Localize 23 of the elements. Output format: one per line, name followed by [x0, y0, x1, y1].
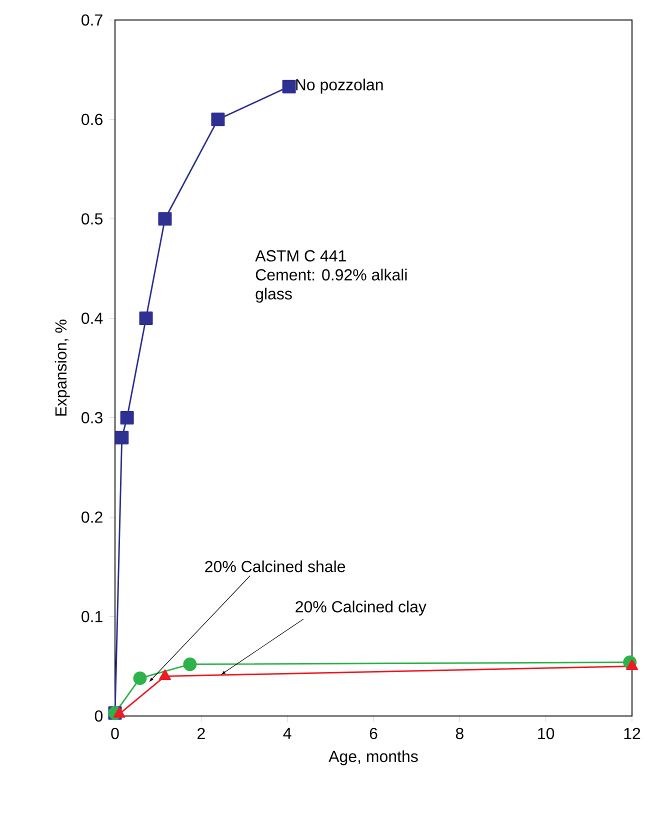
y-tick-label: 0.5 [82, 213, 102, 225]
y-tick-label: 0.2 [82, 511, 102, 523]
y-tick-label: 0 [94, 710, 103, 722]
y-tick-label: 0.1 [82, 610, 102, 622]
x-tick-label: 10 [538, 728, 554, 740]
x-tick-label: 2 [198, 728, 205, 740]
text: 20% Calcined shale [205, 560, 346, 572]
y-tick-label: 0.6 [82, 114, 102, 126]
x-tick-label: 12 [624, 728, 640, 740]
annotation: Cement: 0.92% alkali [256, 268, 407, 281]
series-label: No pozzolan [296, 78, 383, 94]
x-tick-label: 0 [111, 728, 119, 740]
y-tick-label: 0.3 [82, 412, 102, 424]
annotation: glass [256, 288, 292, 303]
x-tick-label: 4 [283, 728, 292, 739]
y-tick-label: 0.7 [82, 14, 102, 26]
text: 20% Calcined clay [296, 600, 426, 616]
y-tick-label: 0.4 [82, 312, 103, 324]
x-axis-title: Age, months [328, 750, 418, 766]
annotation: ASTM C 441 [255, 250, 346, 262]
x-tick-label: 8 [456, 728, 464, 740]
x-tick-label: 6 [370, 728, 378, 740]
y-axis-title: Expansion, % [54, 320, 70, 416]
